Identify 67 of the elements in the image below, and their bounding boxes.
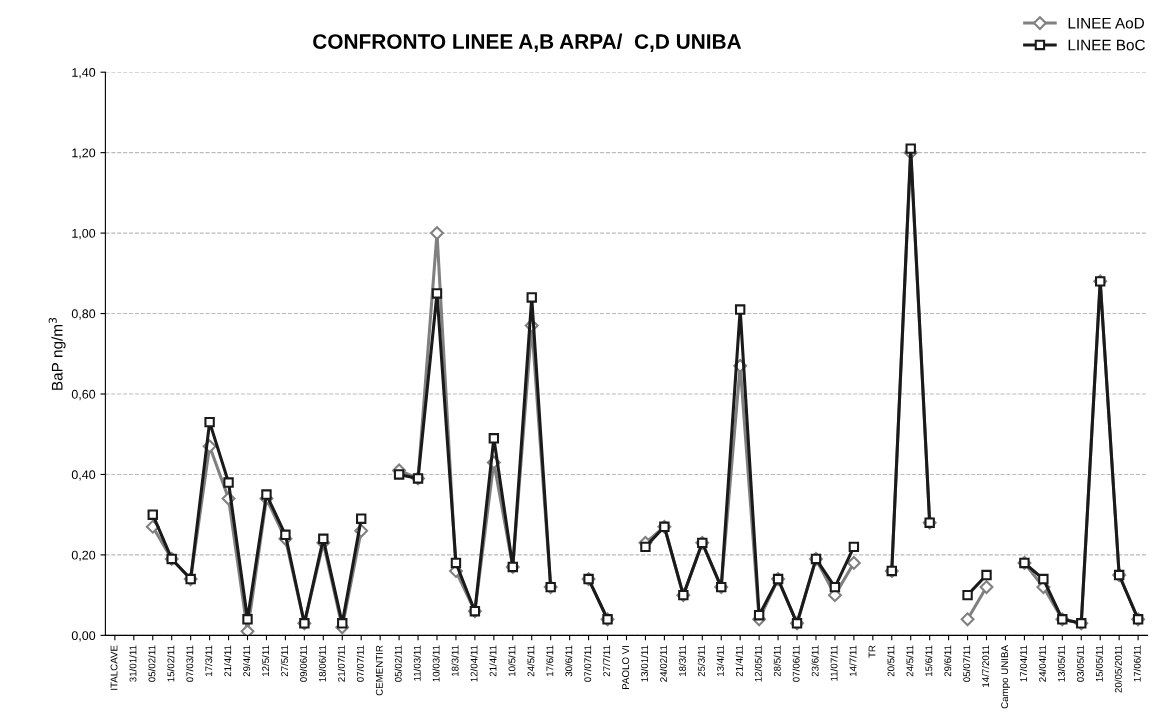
y-tick-label: 0,40 bbox=[71, 470, 96, 481]
x-tick-label: Campo UNIBA bbox=[1001, 645, 1010, 709]
x-tick-label: 07/06/11 bbox=[792, 645, 800, 682]
x-tick-label: 12/05/11 bbox=[754, 645, 762, 682]
y-tick-label: 0,60 bbox=[71, 389, 96, 401]
x-tick-label: 21/07/11 bbox=[337, 645, 345, 682]
x-tick-label: 07/07/11 bbox=[584, 645, 592, 682]
y-tick-label: 0,20 bbox=[71, 550, 96, 562]
x-tick-label: 20/5/11 bbox=[887, 645, 895, 677]
x-tick-label: 29/6/11 bbox=[944, 645, 952, 677]
x-tick-label: 10/5/11 bbox=[508, 645, 516, 677]
y-tick-label: 0,00 bbox=[71, 631, 96, 642]
x-tick-label: 24/04/11 bbox=[1038, 645, 1046, 682]
x-tick-label: 17/3/11 bbox=[205, 645, 213, 677]
x-tick-label: 24/5/11 bbox=[906, 645, 914, 677]
x-tick-label: 21/4/11 bbox=[735, 645, 743, 677]
x-tick-label: 10/03/11 bbox=[432, 645, 440, 682]
x-tick-label: CEMENTIR bbox=[375, 645, 383, 696]
x-tick-label: 21/4/11 bbox=[224, 645, 232, 677]
x-tick-label: 18/3/11 bbox=[678, 645, 686, 677]
x-tick-label: 31/01/11 bbox=[129, 645, 137, 682]
y-tick-label: 1,00 bbox=[72, 228, 96, 240]
x-tick-label: 15/6/11 bbox=[925, 645, 933, 677]
x-tick-label: 12/5/11 bbox=[261, 645, 270, 677]
x-tick-label: 25/3/11 bbox=[697, 645, 705, 677]
y-axis-title: BaP ng/m$^{3}$ bbox=[48, 317, 66, 390]
x-tick-label: 05/02/11 bbox=[394, 645, 402, 682]
x-tick-label: 07/03/11 bbox=[186, 645, 194, 682]
x-tick-label: 11/03/11 bbox=[413, 645, 421, 681]
x-tick-label: 03/05/11 bbox=[1076, 645, 1084, 682]
y-tick-label: 0,80 bbox=[71, 309, 96, 320]
x-tick-label: 17/06/11 bbox=[1133, 645, 1141, 682]
legend-label: LINEE BoC bbox=[1068, 39, 1145, 51]
x-tick-label: TR bbox=[868, 645, 876, 658]
x-tick-label: 15/02/11 bbox=[167, 645, 175, 682]
x-tick-label: 27/7/11 bbox=[603, 645, 611, 677]
x-tick-label: 27/5/11 bbox=[280, 645, 289, 677]
x-tick-label: 18/06/11 bbox=[318, 645, 326, 682]
x-tick-label: 09/06/11 bbox=[299, 645, 307, 682]
x-tick-label: ITALCAVE bbox=[110, 645, 118, 690]
legend-label: LINEE AoD bbox=[1068, 17, 1144, 29]
x-tick-label: 05/07/11 bbox=[963, 645, 971, 682]
x-tick-label: 14/7/2011 bbox=[981, 645, 990, 687]
x-tick-label: 15/05/11 bbox=[1095, 645, 1103, 682]
x-tick-label: 07/07/11 bbox=[356, 645, 364, 682]
x-tick-label: PAOLO VI bbox=[622, 645, 630, 689]
x-tick-label: 13/01/11 bbox=[640, 645, 649, 682]
x-tick-label: 13/4/11 bbox=[716, 645, 724, 677]
x-tick-label: 28/5/11 bbox=[773, 645, 781, 677]
x-tick-label: 17/6/11 bbox=[546, 645, 554, 677]
x-tick-label: 18/3/11 bbox=[451, 645, 459, 677]
y-tick-label: 1,20 bbox=[72, 148, 96, 159]
x-tick-label: 24/5/11 bbox=[527, 645, 535, 677]
x-tick-label: 13/05/11 bbox=[1057, 645, 1065, 682]
x-tick-label: 30/6/11 bbox=[565, 645, 573, 677]
x-tick-label: 21/4/11 bbox=[489, 645, 497, 677]
x-tick-label: 11/07/11 bbox=[830, 645, 838, 681]
x-tick-label: 24/02/11 bbox=[659, 645, 667, 682]
x-tick-label: 20/05/2011 bbox=[1114, 645, 1122, 693]
x-tick-label: 12/04/11 bbox=[470, 645, 478, 682]
chart-title: CONFRONTO LINEE A,B ARPA/ C,D UNIBA bbox=[313, 33, 742, 52]
x-tick-label: 29/4/11 bbox=[242, 645, 251, 677]
x-tick-label: 23/6/11 bbox=[811, 645, 819, 677]
x-tick-label: 14/7/11 bbox=[849, 645, 857, 677]
x-tick-label: 17/04/11 bbox=[1019, 645, 1028, 682]
y-tick-label: 1,40 bbox=[72, 68, 96, 79]
x-tick-label: 05/02/11 bbox=[148, 645, 156, 682]
